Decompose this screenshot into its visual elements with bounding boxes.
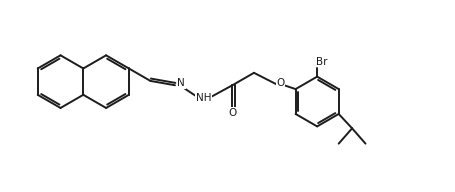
Text: O: O xyxy=(228,108,236,118)
Text: N: N xyxy=(177,78,185,88)
Text: Br: Br xyxy=(315,57,327,67)
Text: O: O xyxy=(276,78,284,88)
Text: NH: NH xyxy=(196,93,211,103)
